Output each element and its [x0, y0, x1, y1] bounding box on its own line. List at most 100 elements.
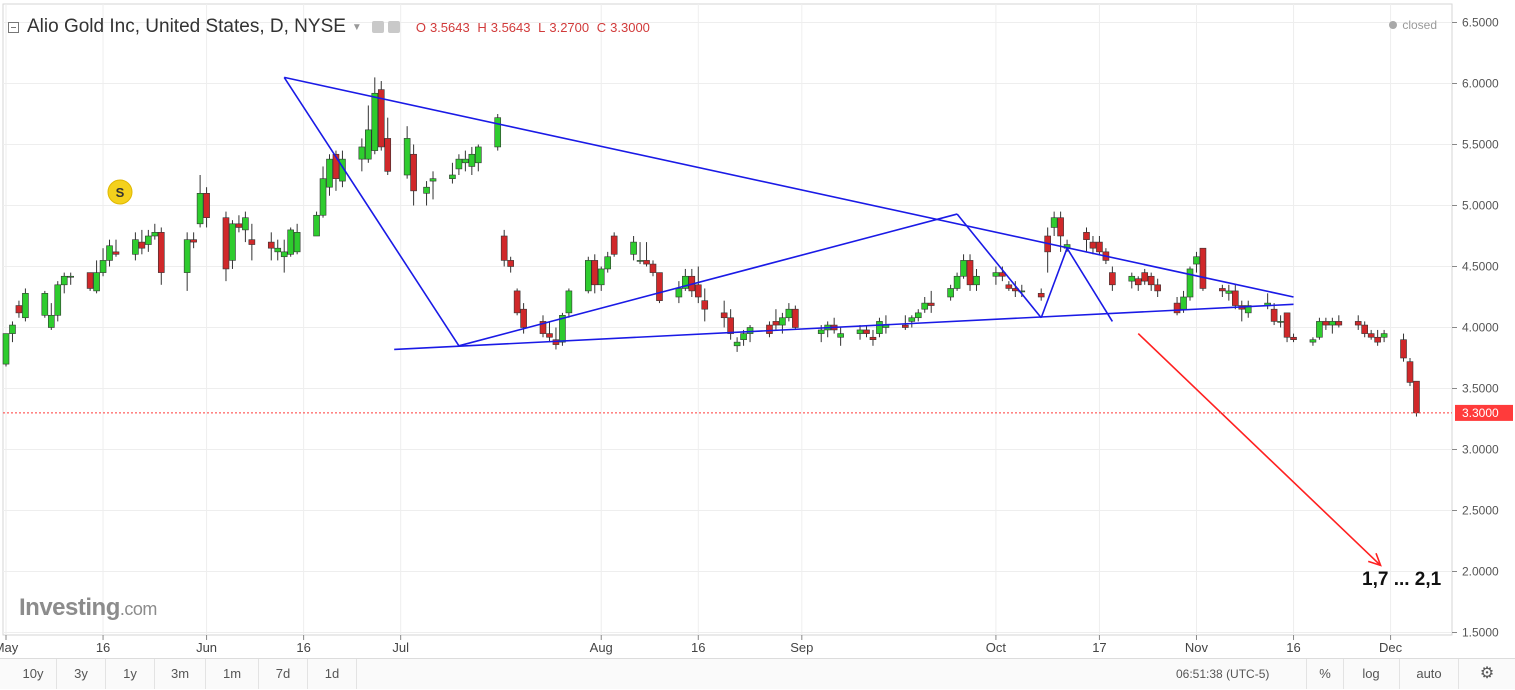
candle-body	[1057, 217, 1064, 237]
candle-body	[1329, 321, 1336, 326]
candle-body	[960, 260, 967, 277]
candle-body	[1374, 336, 1381, 343]
candle-body	[332, 153, 340, 179]
candle	[792, 305, 799, 330]
candle-body	[1225, 290, 1233, 294]
candle-body	[1134, 278, 1142, 286]
range-1m-button[interactable]: 1m	[206, 659, 259, 689]
range-3m-button[interactable]: 3m	[155, 659, 206, 689]
candle-body	[1283, 312, 1291, 338]
candle-body	[112, 251, 120, 255]
gear-icon[interactable]	[387, 21, 400, 33]
x-tick-label: May	[0, 640, 19, 655]
candle	[546, 321, 553, 343]
candle	[1037, 288, 1045, 301]
candle	[429, 171, 437, 200]
candle-body	[280, 251, 288, 258]
trendline	[956, 213, 1042, 319]
target-annotation: 1,7 ... 2,1	[1362, 569, 1442, 590]
candle-body	[22, 293, 29, 319]
candle	[384, 117, 392, 175]
candle	[410, 144, 417, 206]
candle	[455, 154, 463, 175]
candle-body	[701, 300, 709, 310]
close-value: 3.3000	[610, 19, 650, 35]
candle	[183, 232, 191, 291]
candle	[1134, 276, 1142, 291]
candle-body	[740, 333, 747, 341]
status-dot-icon	[1389, 21, 1398, 29]
x-tick-label: Jun	[196, 640, 217, 655]
y-tick-label: 4.0000	[1462, 321, 1499, 335]
projection-arrowhead	[1367, 552, 1382, 567]
chevron-down-icon[interactable]: ▼	[351, 21, 362, 33]
projection-line	[1137, 333, 1382, 566]
candle	[494, 114, 502, 151]
candle	[86, 272, 94, 291]
range-7d-button[interactable]: 7d	[259, 659, 308, 689]
x-tick-label: Aug	[590, 640, 613, 655]
candle	[1005, 281, 1013, 291]
candle	[1193, 251, 1200, 273]
candle-body	[720, 312, 728, 319]
candle	[1283, 312, 1291, 343]
settings-gear-icon[interactable]: ⚙	[1479, 665, 1495, 682]
candle	[1413, 380, 1420, 417]
candle	[287, 227, 294, 257]
x-tick-label: Sep	[790, 640, 813, 655]
candle-body	[785, 308, 793, 319]
candle	[927, 290, 935, 313]
candle	[830, 317, 838, 334]
candle	[863, 325, 870, 338]
candle-body	[1083, 232, 1090, 240]
candle	[1270, 303, 1278, 326]
candle-body	[1037, 293, 1045, 298]
candle-body	[1406, 361, 1414, 383]
candle-body	[539, 321, 547, 334]
candle-body	[766, 324, 773, 334]
y-tick-label: 1.5000	[1462, 626, 1499, 640]
candle-layer	[2, 77, 1420, 417]
candle-body	[863, 329, 870, 334]
candle-body	[500, 235, 508, 261]
candle-body	[365, 129, 372, 160]
candle-body	[145, 235, 152, 245]
candle	[682, 268, 689, 291]
candle-body	[358, 146, 366, 160]
candle-body	[41, 293, 49, 316]
range-3y-button[interactable]: 3y	[57, 659, 106, 689]
candle-body	[559, 314, 566, 343]
trendline	[394, 303, 1294, 351]
candle-body	[636, 260, 644, 262]
investing-logo: Investing.com	[19, 594, 157, 622]
candle-body	[610, 235, 618, 255]
high-label: H	[477, 19, 487, 35]
log-scale-button[interactable]: log	[1343, 659, 1400, 689]
range-1d-button[interactable]: 1d	[308, 659, 357, 689]
x-tick-label: 16	[96, 640, 110, 655]
percent-scale-button[interactable]: %	[1306, 659, 1344, 689]
y-tick-label: 6.0000	[1462, 77, 1499, 91]
candle	[132, 232, 139, 261]
candle-body	[565, 290, 573, 314]
candle-body	[1186, 268, 1194, 298]
market-status: closed	[1389, 18, 1437, 32]
candle	[1264, 293, 1271, 310]
range-1y-button[interactable]: 1y	[106, 659, 155, 689]
auto-scale-button[interactable]: auto	[1400, 659, 1459, 689]
collapse-icon[interactable]	[8, 21, 19, 33]
candle-body	[966, 260, 974, 286]
candle-body	[1147, 275, 1155, 286]
symbol-title[interactable]: Alio Gold Inc, United States, D, NYSE	[27, 16, 346, 37]
candle-body	[507, 260, 514, 267]
candle	[869, 329, 877, 346]
open-label: O	[415, 19, 426, 35]
range-10y-button[interactable]: 10y	[10, 659, 57, 689]
y-tick-label: 5.0000	[1462, 199, 1499, 213]
candle-body	[132, 239, 139, 255]
candle	[1367, 329, 1375, 340]
candle-body	[1096, 241, 1103, 253]
eye-icon[interactable]	[371, 21, 384, 33]
candle	[41, 290, 49, 318]
